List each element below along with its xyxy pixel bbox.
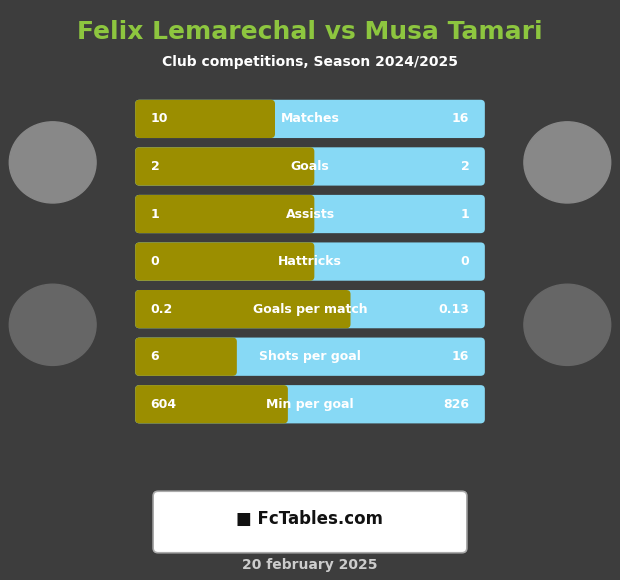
Text: Felix Lemarechal vs Musa Tamari: Felix Lemarechal vs Musa Tamari: [77, 20, 543, 44]
Text: 0: 0: [461, 255, 469, 268]
FancyBboxPatch shape: [135, 338, 485, 376]
Text: 0.2: 0.2: [151, 303, 173, 316]
Text: 0.13: 0.13: [438, 303, 469, 316]
Text: 1: 1: [151, 208, 159, 220]
Text: Goals per match: Goals per match: [253, 303, 367, 316]
FancyBboxPatch shape: [135, 242, 485, 281]
Text: Matches: Matches: [281, 113, 339, 125]
Text: 2: 2: [461, 160, 469, 173]
Circle shape: [9, 284, 96, 365]
FancyBboxPatch shape: [135, 290, 485, 328]
Circle shape: [524, 284, 611, 365]
FancyBboxPatch shape: [135, 242, 314, 281]
Text: 2: 2: [151, 160, 159, 173]
Text: Shots per goal: Shots per goal: [259, 350, 361, 363]
FancyBboxPatch shape: [135, 195, 485, 233]
Circle shape: [9, 122, 96, 203]
Text: 16: 16: [452, 113, 469, 125]
FancyBboxPatch shape: [153, 491, 467, 553]
Text: 1: 1: [461, 208, 469, 220]
FancyBboxPatch shape: [135, 290, 350, 328]
FancyBboxPatch shape: [135, 100, 275, 138]
Text: 10: 10: [151, 113, 168, 125]
Text: Club competitions, Season 2024/2025: Club competitions, Season 2024/2025: [162, 55, 458, 69]
Text: 826: 826: [443, 398, 469, 411]
Text: 0: 0: [151, 255, 159, 268]
Text: 6: 6: [151, 350, 159, 363]
Text: 20 february 2025: 20 february 2025: [242, 559, 378, 572]
FancyBboxPatch shape: [135, 338, 237, 376]
FancyBboxPatch shape: [135, 100, 485, 138]
Text: 16: 16: [452, 350, 469, 363]
Text: Goals: Goals: [291, 160, 329, 173]
FancyBboxPatch shape: [135, 147, 314, 186]
FancyBboxPatch shape: [135, 195, 314, 233]
FancyBboxPatch shape: [135, 385, 485, 423]
FancyBboxPatch shape: [135, 147, 485, 186]
Text: 604: 604: [151, 398, 177, 411]
Text: Assists: Assists: [285, 208, 335, 220]
FancyBboxPatch shape: [135, 385, 288, 423]
Text: ■ FcTables.com: ■ FcTables.com: [236, 510, 384, 528]
Text: Min per goal: Min per goal: [266, 398, 354, 411]
Text: Hattricks: Hattricks: [278, 255, 342, 268]
Circle shape: [524, 122, 611, 203]
